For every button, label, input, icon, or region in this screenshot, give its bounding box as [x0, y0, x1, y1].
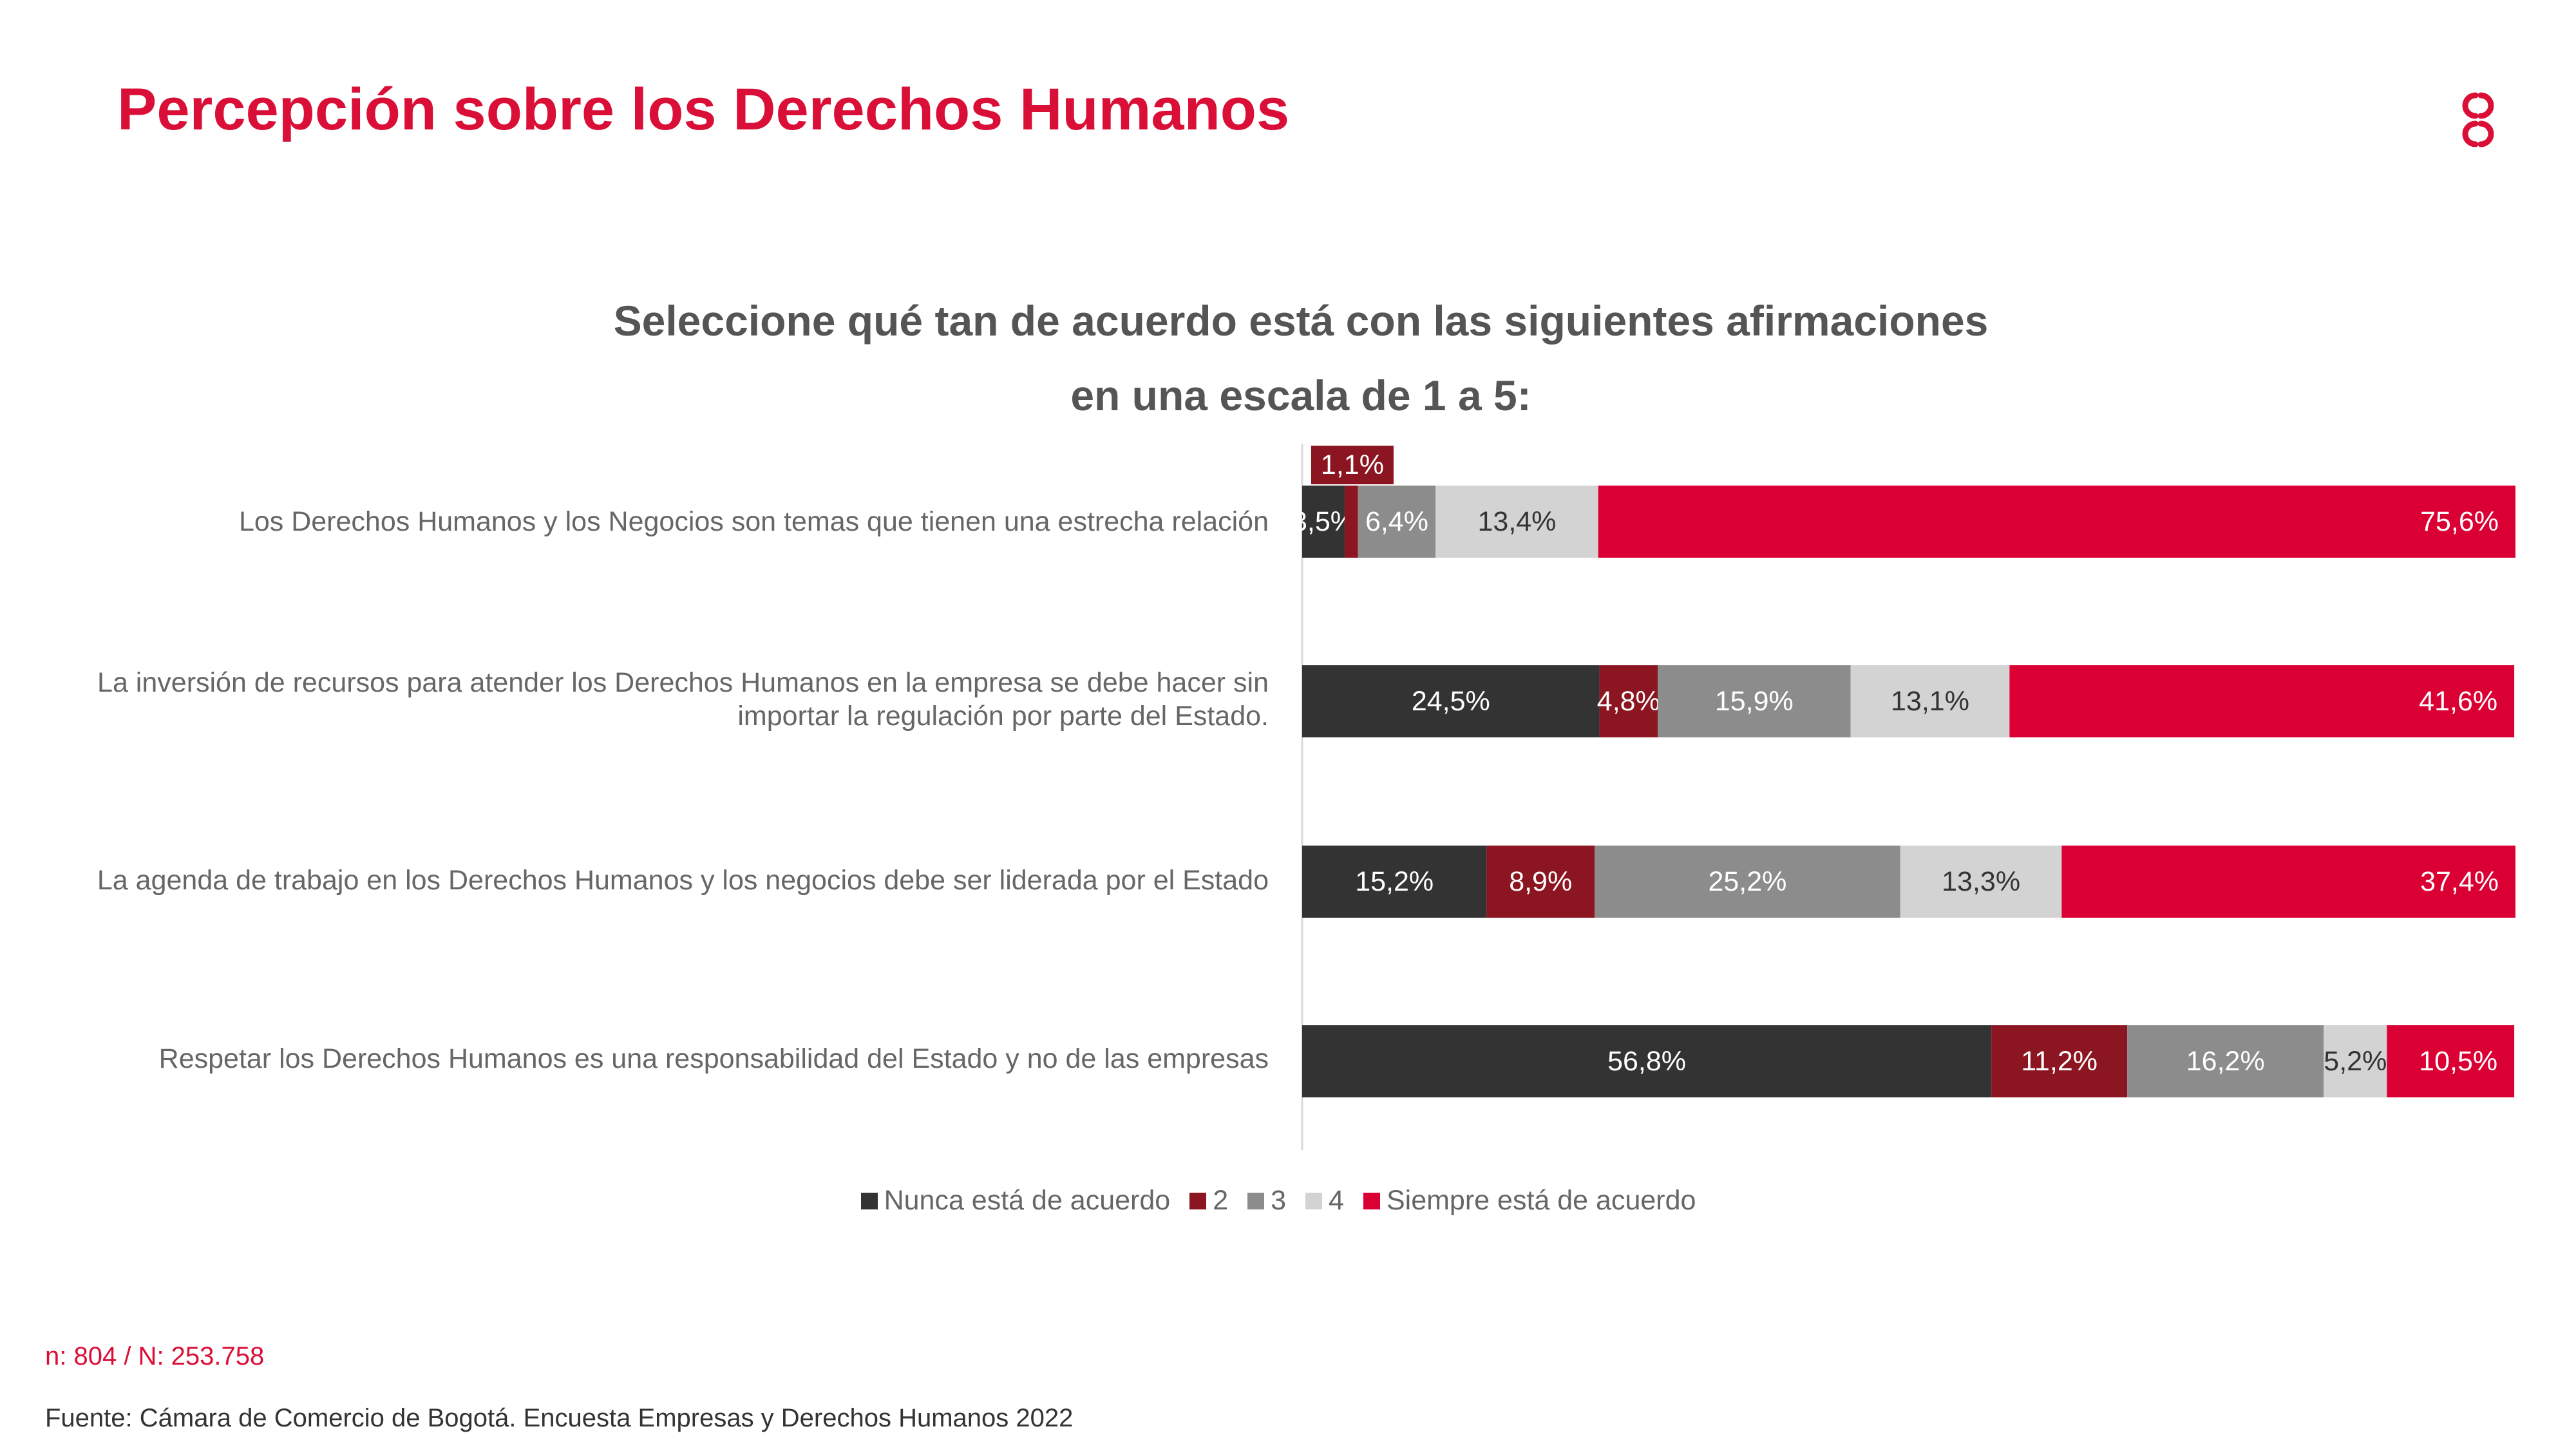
ccb-logo-icon	[2462, 92, 2494, 147]
data-label-nunca-row-3: 15,2%	[1355, 866, 1434, 897]
data-label-nunca-row-1: 3,5%	[1292, 506, 1355, 537]
data-label-3-row-3: 25,2%	[1708, 866, 1786, 897]
data-label-3-row-1: 6,4%	[1365, 506, 1428, 537]
category-label-2: La inversión de recursos para atender lo…	[97, 667, 1269, 732]
bar-2-row-1	[1344, 486, 1358, 558]
bar-nunca-row-2	[1302, 665, 1600, 737]
data-label-nunca-row-2: 24,5%	[1412, 686, 1490, 717]
bar-2-row-2	[1599, 665, 1658, 737]
bar-4-row-3	[1900, 846, 2062, 918]
legend-swatch-siempre	[1363, 1192, 1380, 1209]
legend-item-3: 3	[1247, 1185, 1286, 1217]
chart-legend: Nunca está de acuerdo 2 3 4 Siempre está…	[0, 1185, 2576, 1217]
legend-swatch-nunca	[860, 1192, 878, 1209]
legend-label-nunca: Nunca está de acuerdo	[884, 1185, 1171, 1216]
data-label-siempre-row-4: 10,5%	[2419, 1046, 2497, 1077]
data-label-4-row-1: 13,4%	[1477, 506, 1556, 537]
data-label-2-row-3: 8,9%	[1509, 866, 1572, 897]
bar-2-row-3	[1486, 846, 1595, 918]
bar-3-row-3	[1595, 846, 1900, 918]
legend-label-4: 4	[1329, 1185, 1344, 1216]
data-label-siempre-row-2: 41,6%	[2419, 686, 2497, 717]
bar-siempre-row-2	[2009, 665, 2515, 737]
chart-title-line-1: Seleccione qué tan de acuerdo está con l…	[613, 297, 1989, 345]
legend-label-siempre: Siempre está de acuerdo	[1386, 1185, 1696, 1216]
bar-3-row-4	[2127, 1025, 2324, 1097]
legend-label-3: 3	[1271, 1185, 1287, 1216]
legend-label-2: 2	[1213, 1185, 1229, 1216]
page-title: Percepción sobre los Derechos Humanos	[117, 77, 1290, 142]
bar-2-row-4	[1991, 1025, 2128, 1097]
data-label-nunca-row-4: 56,8%	[1607, 1046, 1686, 1077]
category-label-1: Los Derechos Humanos y los Negocios son …	[238, 506, 1269, 537]
data-label-tab-2-row-1	[1311, 446, 1394, 484]
category-label-4: Respetar los Derechos Humanos es una res…	[158, 1043, 1269, 1074]
chart-title-line-2: en una escala de 1 a 5:	[1070, 372, 1531, 419]
bar-nunca-row-1	[1302, 486, 1345, 558]
legend-item-4: 4	[1305, 1185, 1344, 1217]
category-label-3: La agenda de trabajo en los Derechos Hum…	[97, 865, 1269, 896]
bar-3-row-2	[1658, 665, 1851, 737]
bar-nunca-row-3	[1302, 846, 1487, 918]
bar-4-row-2	[1850, 665, 2010, 737]
bar-4-row-1	[1435, 486, 1598, 558]
legend-item-nunca: Nunca está de acuerdo	[860, 1185, 1171, 1217]
legend-item-2: 2	[1189, 1185, 1228, 1217]
legend-swatch-3	[1247, 1192, 1265, 1209]
bar-siempre-row-4	[2387, 1025, 2515, 1097]
data-label-4-row-2: 13,1%	[1891, 686, 1969, 717]
source-note: Fuente: Cámara de Comercio de Bogotá. En…	[45, 1404, 1074, 1432]
bar-nunca-row-4	[1302, 1025, 1992, 1097]
legend-swatch-2	[1189, 1192, 1207, 1209]
chart-title: Seleccione qué tan de acuerdo está con l…	[451, 283, 2151, 433]
data-label-2-row-4: 11,2%	[2021, 1046, 2098, 1077]
bar-4-row-4	[2324, 1025, 2387, 1097]
data-label-4-row-4: 5,2%	[2324, 1046, 2387, 1077]
legend-swatch-4	[1305, 1192, 1323, 1209]
bar-siempre-row-3	[2061, 846, 2515, 918]
data-label-4-row-3: 13,3%	[1942, 866, 2020, 897]
data-label-siempre-row-1: 75,6%	[2420, 506, 2499, 537]
bar-3-row-1	[1358, 486, 1436, 558]
bar-siempre-row-1	[1598, 486, 2515, 558]
data-label-3-row-4: 16,2%	[2186, 1046, 2265, 1077]
data-label-2-row-1: 1,1%	[1321, 450, 1384, 480]
data-label-siempre-row-3: 37,4%	[2420, 866, 2499, 897]
data-label-2-row-2: 4,8%	[1597, 686, 1660, 717]
sample-size: n: 804 / N: 253.758	[45, 1342, 265, 1370]
data-label-3-row-2: 15,9%	[1715, 686, 1794, 717]
legend-item-siempre: Siempre está de acuerdo	[1363, 1185, 1696, 1217]
